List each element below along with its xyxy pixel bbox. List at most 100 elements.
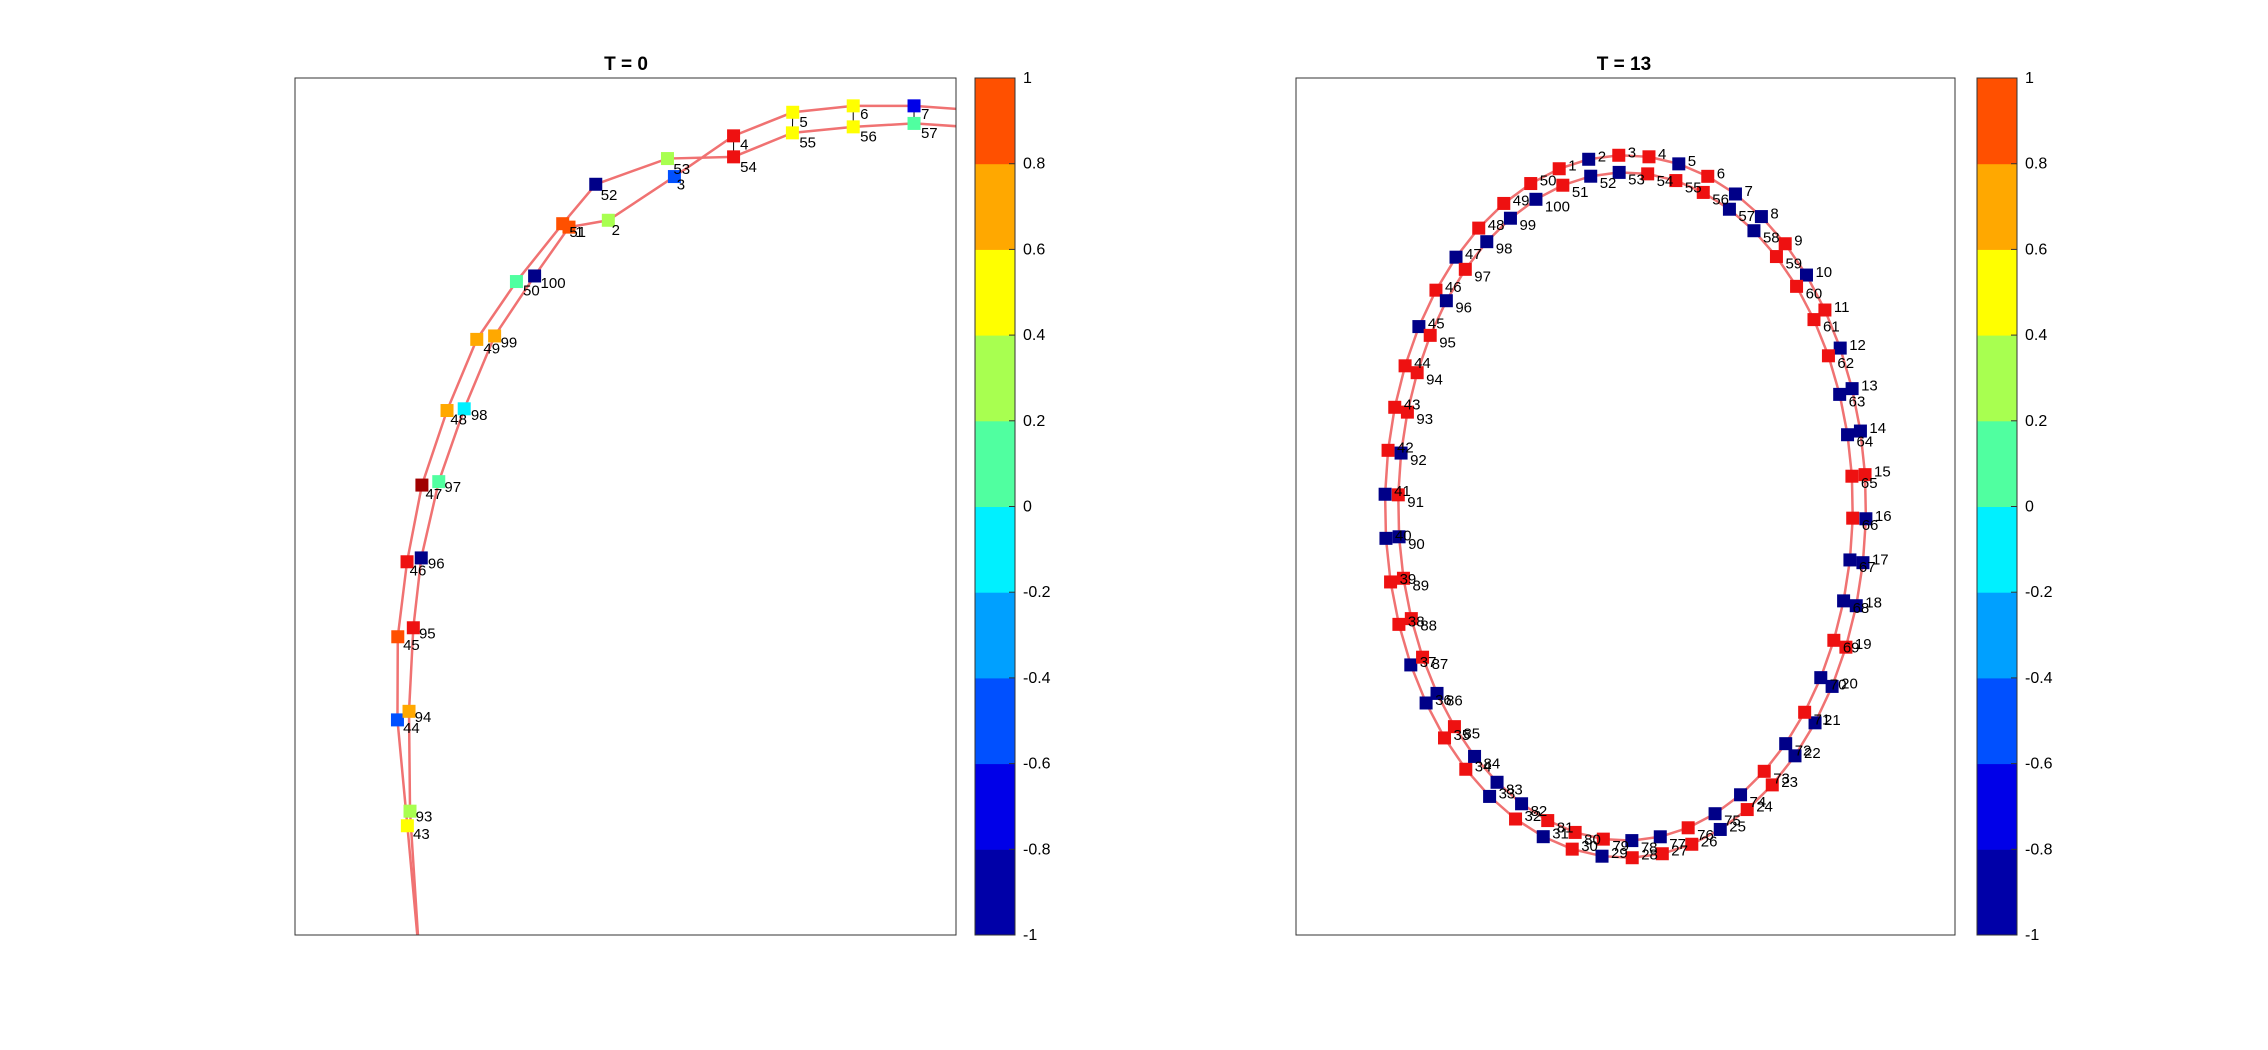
node-label: 14	[1869, 420, 1886, 437]
node-marker	[1480, 235, 1494, 249]
node-label: 52	[1600, 175, 1617, 192]
node-marker	[1814, 671, 1828, 685]
panel-title: T = 0	[604, 54, 648, 75]
node-marker	[846, 120, 860, 134]
node-marker	[1524, 177, 1538, 191]
node-label: 86	[1446, 692, 1463, 709]
node-label: 13	[1861, 378, 1878, 395]
node-marker	[1391, 488, 1405, 502]
node-label: 60	[1806, 285, 1823, 302]
colorbar-tick-label: 0.2	[1023, 413, 1045, 430]
node-label: 37	[1420, 654, 1437, 671]
node-label: 69	[1843, 639, 1860, 656]
node-marker	[1799, 268, 1813, 282]
node-marker	[1754, 210, 1768, 224]
node-label: 94	[1426, 372, 1443, 389]
node-label: 95	[419, 625, 436, 642]
node-marker	[562, 220, 576, 234]
node-marker	[1429, 283, 1443, 297]
node-label: 82	[1531, 803, 1548, 820]
node-marker	[1642, 150, 1656, 164]
node-marker	[1459, 762, 1473, 776]
colorbar-tick-label: 0.4	[1023, 327, 1045, 344]
colorbar-band	[1977, 763, 2017, 850]
node-marker	[1509, 812, 1523, 826]
node-marker	[1423, 328, 1437, 342]
node-label: 72	[1795, 743, 1812, 760]
node-marker	[1685, 837, 1699, 851]
node-marker	[1595, 849, 1609, 863]
node-marker	[1438, 731, 1452, 745]
node-marker	[1798, 705, 1812, 719]
node-marker	[1845, 469, 1859, 483]
node-label: 74	[1750, 794, 1767, 811]
node-label: 43	[413, 826, 430, 843]
node-label: 91	[1407, 494, 1424, 511]
node-marker	[1565, 842, 1579, 856]
node-marker	[1468, 749, 1482, 763]
node-marker	[1653, 830, 1667, 844]
node-marker	[1612, 148, 1626, 162]
node-label: 75	[1724, 813, 1741, 830]
node-label: 49	[1513, 192, 1530, 209]
node-marker	[1845, 382, 1859, 396]
node-label: 4	[1658, 146, 1666, 163]
colorbar-tick-label: 0.6	[2025, 241, 2047, 258]
node-marker	[400, 555, 414, 569]
node-marker	[402, 704, 416, 718]
plot-frame	[294, 77, 957, 936]
node-label: 98	[1496, 241, 1513, 258]
node-label: 2	[612, 222, 620, 239]
node-marker	[1404, 658, 1418, 672]
node-label: 12	[1849, 337, 1866, 354]
colorbar-tick-label: -1	[1023, 927, 1037, 944]
node-marker	[1412, 320, 1426, 334]
colorbar-tick-label: 1	[2025, 70, 2034, 87]
node-marker	[1625, 834, 1639, 848]
node-marker	[786, 105, 800, 119]
node-label: 47	[426, 486, 443, 503]
node-label: 35	[1454, 727, 1471, 744]
node-label: 96	[1455, 300, 1472, 317]
colorbar-tick-label: -0.2	[2025, 584, 2053, 601]
node-label: 98	[471, 407, 488, 424]
node-marker	[1747, 224, 1761, 238]
node-label: 22	[1804, 745, 1821, 762]
node-layer	[390, 99, 921, 833]
node-label: 54	[740, 159, 757, 176]
node-marker	[432, 475, 446, 489]
node-marker	[440, 404, 454, 418]
node-marker	[1541, 814, 1555, 828]
colorbar-band	[975, 592, 1015, 679]
node-label: 20	[1841, 675, 1858, 692]
colorbar-tick-label: -0.8	[1023, 841, 1051, 858]
node-label: 19	[1855, 636, 1872, 653]
node-marker	[1612, 165, 1626, 179]
node-label: 11	[1834, 299, 1850, 316]
node-marker	[1394, 446, 1408, 460]
node-marker	[1681, 821, 1695, 835]
colorbar-tick-label: 0.2	[2025, 413, 2047, 430]
node-marker	[1439, 294, 1453, 308]
node-label: 53	[1628, 171, 1645, 188]
node-marker	[1837, 594, 1851, 608]
node-label: 89	[1412, 577, 1429, 594]
node-label: 55	[1685, 180, 1702, 197]
node-label: 50	[523, 283, 540, 300]
colorbar-tick-label: -1	[2025, 927, 2039, 944]
node-marker	[1696, 185, 1710, 199]
node-label: 63	[1849, 393, 1866, 410]
node-marker	[457, 402, 471, 416]
node-marker	[406, 621, 420, 635]
node-marker	[1472, 221, 1486, 235]
node-label: 87	[1432, 656, 1449, 673]
node-label: 88	[1420, 618, 1437, 635]
node-label: 6	[860, 106, 868, 123]
node-label: 66	[1862, 517, 1879, 534]
node-marker	[414, 551, 428, 565]
node-label: 29	[1611, 845, 1628, 862]
node-label: 51	[569, 224, 586, 241]
node-label: 9	[1794, 233, 1802, 250]
